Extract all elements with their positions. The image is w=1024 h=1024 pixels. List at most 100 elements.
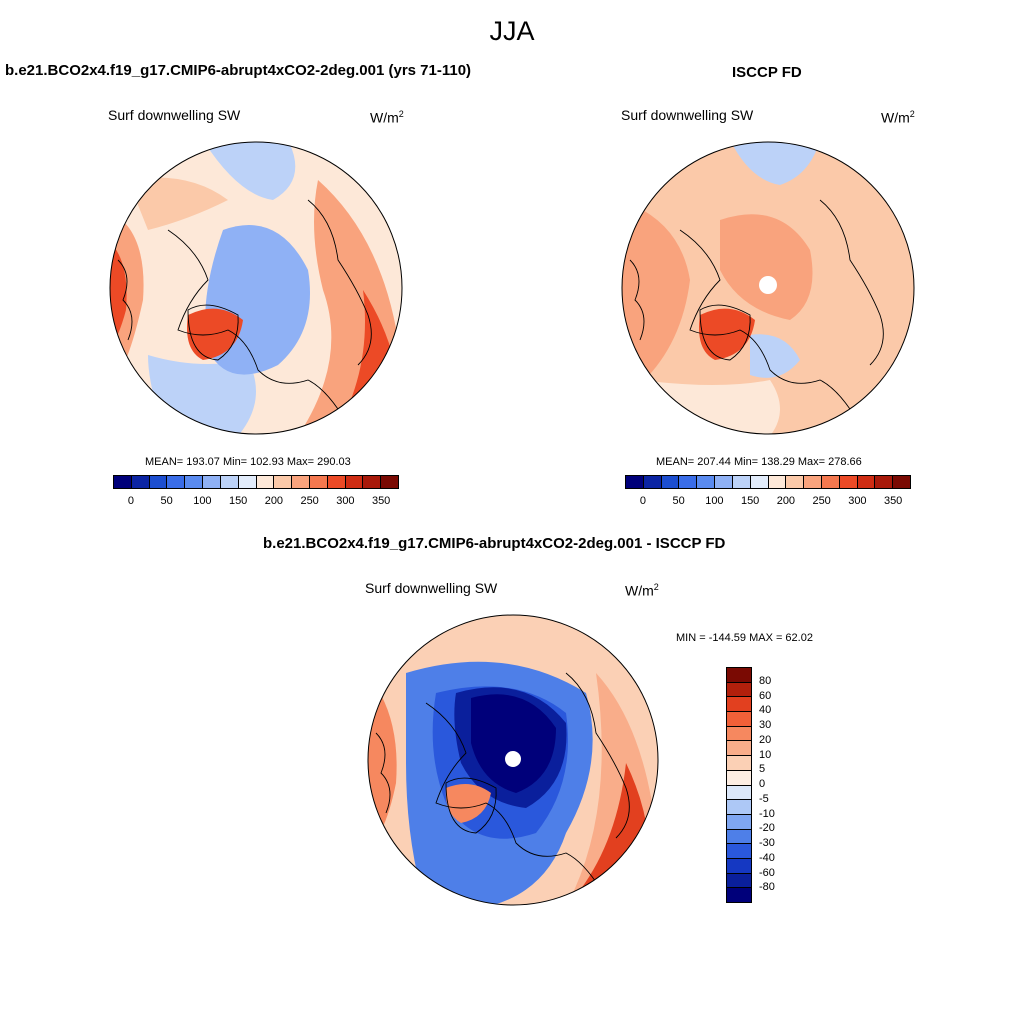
diff-field-greenland-warm — [445, 784, 491, 823]
obs-colorbar-box — [893, 476, 910, 488]
diff-colorbar-box — [727, 770, 751, 786]
diff-colorbar-box — [727, 741, 751, 757]
obs-colorbar-box — [679, 476, 698, 488]
diff-colorbar-tick-label: 60 — [759, 689, 772, 702]
model-colorbar-box — [114, 476, 132, 488]
diff-panel-title: b.e21.BCO2x4.f19_g17.CMIP6-abrupt4xCO2-2… — [263, 535, 726, 552]
model-colorbar-box — [309, 476, 328, 488]
obs-panel-title: ISCCP FD — [732, 64, 802, 81]
model-colorbar-tick-label: 300 — [336, 495, 355, 507]
obs-colorbar-box — [857, 476, 876, 488]
obs-coastline-3 — [629, 259, 645, 341]
model-panel-title: b.e21.BCO2x4.f19_g17.CMIP6-abrupt4xCO2-2… — [5, 62, 472, 79]
diff-colorbar-box — [727, 888, 751, 902]
model-colorbar-box — [363, 476, 382, 488]
obs-colorbar-box — [715, 476, 733, 488]
model-colorbar-box — [327, 476, 346, 488]
obs-variable-label: Surf downwelling SW — [621, 107, 754, 123]
diff-coastline-4 — [445, 777, 497, 834]
obs-field-light-blue-south — [750, 334, 800, 378]
diff-colorbar-tick-label: -30 — [759, 837, 775, 849]
model-colorbar-tick-label: 250 — [300, 495, 319, 507]
diff-colorbar-tick-label: 20 — [759, 733, 772, 746]
model-stats: MEAN= 193.07 Min= 102.93 Max= 290.03 — [145, 456, 351, 468]
obs-colorbar-box — [661, 476, 680, 488]
diff-colorbar-tick-label: -10 — [759, 807, 775, 820]
obs-colorbar-box — [821, 476, 840, 488]
diff-colorbar-tick-label: -5 — [759, 792, 769, 805]
diff-field-polar-gap — [505, 751, 521, 767]
model-coastline-2 — [307, 199, 372, 366]
obs-colorbar-box — [786, 476, 805, 488]
diff-colorbar-tick-label: -80 — [759, 881, 775, 894]
diff-colorbar-box — [727, 756, 751, 771]
obs-field-warm-center — [720, 214, 813, 320]
obs-colorbar-tick-label: 150 — [740, 495, 760, 507]
diff-polar-map — [367, 614, 659, 906]
diff-colorbar-box — [727, 800, 751, 815]
obs-coastline-2 — [819, 199, 884, 366]
diff-coastline-1 — [425, 702, 607, 899]
model-coastline-1 — [167, 229, 349, 426]
model-colorbar-box — [167, 476, 186, 488]
diff-colorbar-box — [727, 858, 751, 874]
obs-colorbar-box — [750, 476, 769, 488]
model-colorbar-box — [292, 476, 310, 488]
diff-colorbar-box — [727, 712, 751, 727]
obs-stats: MEAN= 207.44 Min= 138.29 Max= 278.66 — [656, 456, 862, 468]
obs-colorbar — [625, 475, 911, 489]
diff-colorbar-box — [727, 785, 751, 801]
model-colorbar-box — [149, 476, 168, 488]
obs-colorbar-box — [768, 476, 787, 488]
model-units-label: W/m2 — [370, 109, 404, 126]
model-colorbar — [113, 475, 399, 489]
obs-colorbar-tick-label: 350 — [883, 495, 903, 507]
diff-colorbar-box — [727, 726, 751, 742]
obs-polar-map — [621, 141, 915, 435]
diff-colorbar — [726, 667, 752, 903]
diff-colorbar-box — [727, 829, 751, 845]
diff-colorbar-tick-label: -60 — [759, 866, 775, 879]
model-colorbar-box — [185, 476, 204, 488]
figure-title: JJA — [489, 16, 535, 46]
diff-colorbar-box — [727, 844, 751, 859]
model-field-light-blue-top — [203, 142, 296, 200]
diff-coastline-3 — [375, 732, 391, 814]
model-colorbar-tick-label: 200 — [264, 495, 284, 507]
obs-colorbar-tick-label: 250 — [812, 495, 831, 507]
model-colorbar-box — [381, 476, 398, 488]
diff-variable-label: Surf downwelling SW — [365, 580, 498, 596]
obs-field-polar-gap — [759, 276, 777, 294]
obs-colorbar-box — [643, 476, 662, 488]
obs-colorbar-box — [875, 476, 894, 488]
model-colorbar-box — [274, 476, 293, 488]
diff-colorbar-tick-label: -40 — [759, 851, 775, 864]
diff-colorbar-tick-label: 10 — [759, 748, 772, 761]
model-colorbar-tick-label: 50 — [160, 495, 173, 507]
model-polar-map — [109, 141, 403, 435]
obs-colorbar-box — [804, 476, 822, 488]
diff-colorbar-tick-label: 80 — [759, 674, 772, 687]
diff-colorbar-tick-label: 40 — [759, 704, 772, 717]
diff-coastline-2 — [565, 672, 630, 839]
obs-colorbar-box — [839, 476, 858, 488]
obs-field-pale-south — [640, 380, 780, 434]
diff-stats: MIN = -144.59 MAX = 62.02 — [676, 632, 813, 644]
obs-colorbar-tick-label: 300 — [848, 495, 867, 507]
model-coastline-3 — [117, 259, 133, 341]
diff-colorbar-box — [727, 697, 751, 713]
model-colorbar-tick-label: 350 — [371, 495, 391, 507]
obs-colorbar-tick-label: 100 — [705, 495, 724, 507]
diff-colorbar-box — [727, 682, 751, 698]
model-colorbar-tick-label: 100 — [193, 495, 212, 507]
diff-colorbar-box — [727, 668, 751, 683]
model-coastline-4 — [187, 304, 239, 361]
model-colorbar-box — [256, 476, 275, 488]
diff-colorbar-tick-label: 5 — [759, 763, 766, 776]
model-colorbar-box — [220, 476, 239, 488]
obs-colorbar-box — [732, 476, 751, 488]
diff-units-label: W/m2 — [625, 582, 659, 599]
diff-colorbar-tick-label: 0 — [759, 778, 766, 790]
obs-field-warm-west — [622, 200, 690, 400]
model-colorbar-box — [238, 476, 257, 488]
